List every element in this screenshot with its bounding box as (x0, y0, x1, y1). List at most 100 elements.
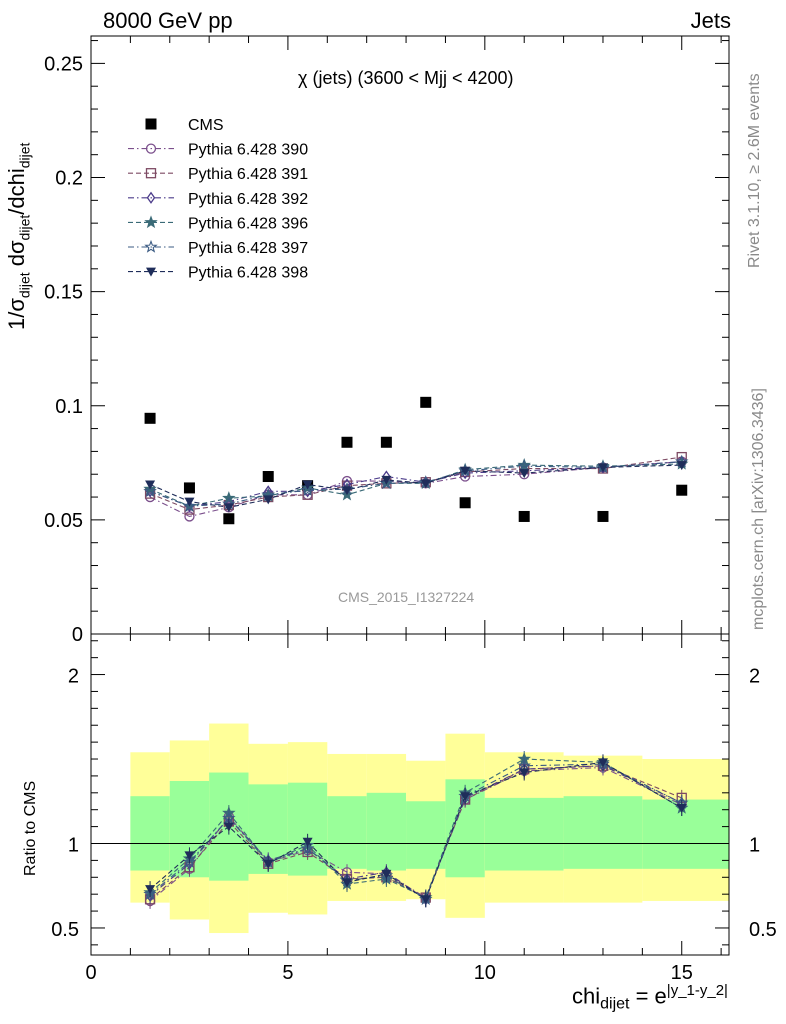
data-point (144, 412, 156, 424)
ratio-point (182, 855, 197, 868)
data-point (143, 484, 157, 498)
axis-ticks (90, 36, 729, 955)
data-point (597, 510, 609, 522)
analysis-id: CMS_2015_I1327224 (338, 589, 475, 605)
ratio-point (223, 822, 234, 832)
data-point (223, 513, 235, 525)
ratio-point (300, 841, 315, 855)
series-line (149, 463, 682, 507)
y-tick-label: 0.1 (55, 396, 83, 418)
header-right: Jets (690, 8, 731, 33)
ratio-point (420, 895, 431, 905)
data-point (379, 476, 394, 490)
y-tick-label: 0.05 (44, 510, 83, 532)
legend-label: Pythia 6.428 391 (188, 166, 308, 183)
ratio-point (519, 768, 530, 778)
legend-label: Pythia 6.428 390 (188, 142, 308, 159)
data-point (518, 510, 530, 522)
data-point (145, 480, 156, 490)
legend-label: Pythia 6.428 397 (188, 240, 308, 257)
y-axis-label-main: 1/σdijet dσdijet/dchidijet (4, 142, 33, 330)
ratio-series-line (149, 761, 683, 901)
ratio-tick-label-right: 1 (749, 834, 760, 856)
series-line (149, 461, 682, 507)
legend-label: Pythia 6.428 396 (188, 215, 308, 232)
data-point (183, 482, 195, 494)
main-plot-frame (90, 35, 730, 635)
ratio-bands (91, 723, 729, 934)
x-tick-label: 10 (474, 962, 496, 984)
ratio-point (263, 859, 274, 869)
header-left: 8000 GeV pp (103, 8, 233, 33)
legend-label: Pythia 6.428 392 (188, 191, 308, 208)
rivet-version-text: Rivet 3.1.10, ≥ 2.6M events (746, 73, 763, 268)
data-point (420, 396, 432, 408)
series-line (149, 461, 682, 507)
legend-label: Pythia 6.428 398 (188, 265, 308, 282)
ratio-point (381, 869, 392, 879)
band-inner (642, 799, 729, 869)
data-series (143, 396, 689, 909)
data-point (262, 471, 274, 483)
data-point (302, 480, 313, 490)
band-inner (484, 797, 564, 871)
data-point (676, 484, 688, 496)
ratio-tick-label: 1 (68, 834, 79, 856)
ratio-tick-label-right: 2 (749, 666, 760, 688)
ratio-tick-label: 2 (68, 666, 79, 688)
x-axis-label: chidijet = e|y_1-y_2| (572, 982, 728, 1013)
data-point (341, 436, 353, 448)
legend-marker (146, 267, 156, 277)
x-tick-label: 5 (282, 962, 293, 984)
data-point (517, 458, 531, 471)
ratio-point (597, 758, 608, 768)
x-tick-label: 15 (671, 962, 693, 984)
series-line (149, 461, 682, 518)
legend-marker (145, 118, 157, 130)
data-point (597, 463, 608, 473)
data-point (300, 483, 315, 496)
data-point (420, 479, 431, 489)
ratio-point (302, 837, 313, 847)
band-inner (327, 796, 367, 869)
legend-marker (146, 191, 156, 204)
ratio-point (341, 878, 352, 888)
chart-title: χ (jets) (3600 < Mjj < 4200) (298, 68, 514, 88)
data-point (676, 461, 687, 471)
y-tick-label: 0.15 (44, 282, 83, 304)
band-inner (130, 796, 170, 871)
data-point (517, 459, 531, 472)
ratio-point (460, 792, 471, 802)
data-point (519, 469, 530, 479)
legend-marker (145, 168, 157, 179)
data-point (380, 436, 392, 448)
ratio-point (145, 885, 156, 895)
legend-marker (144, 215, 158, 229)
ratio-tick-label-right: 0.5 (749, 919, 777, 941)
plot-frames (90, 35, 730, 956)
data-point (263, 495, 274, 505)
ratio-series-line (149, 765, 682, 901)
data-point (460, 466, 471, 476)
band-inner (287, 782, 328, 876)
y-tick-label: 0 (72, 624, 83, 646)
ratio-tick-label: 0.5 (51, 919, 79, 941)
band-inner (406, 801, 446, 869)
legend: CMS Pythia 6.428 390 Pythia 6.428 391 Pythi… (128, 117, 308, 282)
data-point (381, 475, 392, 485)
series-line (149, 464, 682, 508)
y-tick-label: 0.2 (55, 168, 83, 190)
ratio-plot-frame (90, 633, 730, 956)
y-axis-label-ratio: Ratio to CMS (22, 780, 39, 876)
legend-marker (145, 143, 157, 154)
data-point (459, 497, 471, 509)
y-tick-label: 0.25 (44, 53, 83, 75)
data-point (341, 486, 352, 496)
ratio-point (184, 851, 195, 861)
band-inner (563, 796, 643, 869)
legend-marker (144, 239, 158, 253)
ratio-series-line (149, 763, 682, 901)
data-point (182, 499, 197, 512)
band-inner (366, 792, 407, 871)
